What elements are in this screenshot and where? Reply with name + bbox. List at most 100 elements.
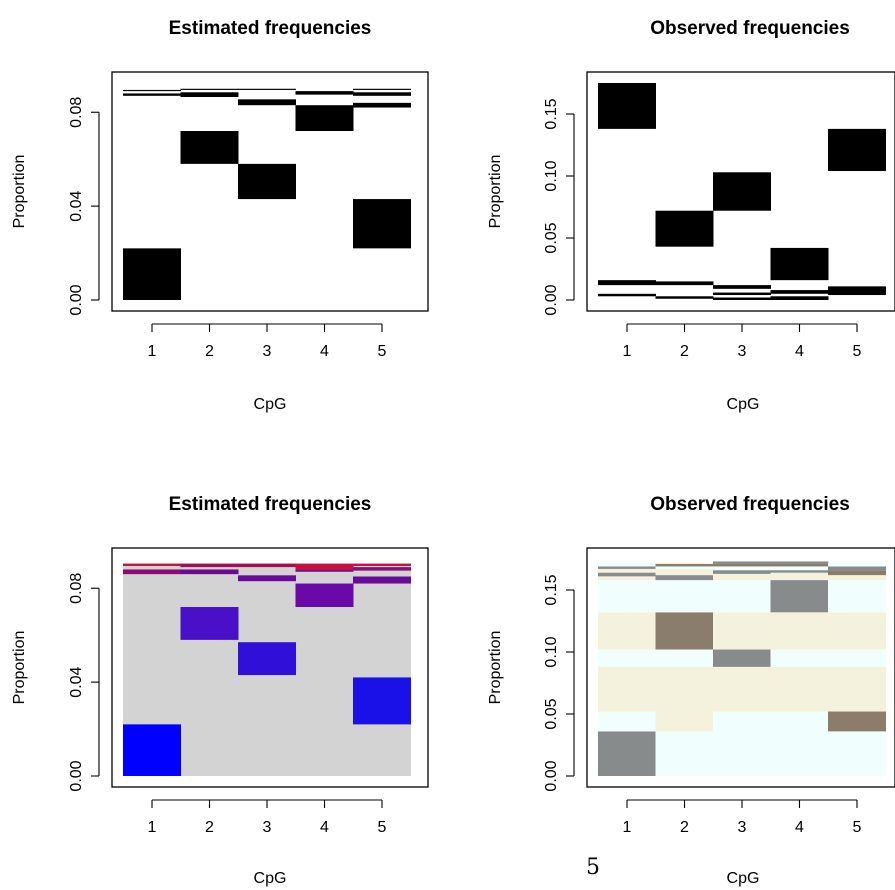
- x-tick-label: 4: [795, 343, 804, 360]
- bar-segment-cpg2-3: [655, 649, 714, 667]
- x-tick-label: 1: [623, 343, 632, 360]
- bar-segment-cpg1-2: [123, 93, 181, 96]
- chart-panel-3: 1 2 3 4 5 0.00 0.04 0.08 Estimated frequencies Cp…: [11, 494, 429, 887]
- bar-segment-cpg5-2: [353, 102, 411, 108]
- bar-segment-cpg3-3: [713, 649, 771, 667]
- bar-segment-cpg2-3: [655, 210, 714, 247]
- x-tick-label: 2: [680, 343, 689, 360]
- bar-segment-cpg2-2: [180, 92, 239, 97]
- bar-segment-cpg2-3: [180, 88, 239, 90]
- bar-segment-cpg5-10: [828, 562, 886, 567]
- plot-frame: [111, 71, 429, 312]
- bar-segment-cpg1-5: [598, 612, 656, 650]
- bar-segment-cpg1-2: [598, 280, 656, 286]
- chart-panel-1: 1 2 3 4 5 0.00 0.04 0.08 Estimated frequencies Cp…: [11, 18, 429, 413]
- bar-segment-cpg1-9: [598, 568, 656, 573]
- x-tick-label: 5: [378, 819, 387, 836]
- bar-segment-cpg3-3: [238, 88, 296, 90]
- bar-segment-cpg4-10: [770, 561, 829, 564]
- bar-segment-cpg4-6: [770, 572, 829, 581]
- bar-segment-cpg3-10: [713, 561, 771, 564]
- y-tick-label: 0.00: [68, 284, 85, 315]
- bar-segment-cpg4-2: [770, 666, 829, 712]
- bar-segment-cpg4-3: [770, 247, 829, 281]
- bar-segment-cpg2-1: [655, 296, 714, 299]
- bar-segment-cpg4-2: [295, 91, 354, 95]
- bar-segment-cpg4-1: [295, 105, 354, 132]
- bar-segment-cpg3-6: [713, 573, 771, 581]
- bar-segment-cpg5-1: [353, 677, 411, 725]
- bar-segment-cpg3-4: [713, 172, 771, 211]
- chart-panel-4: 1 2 3 4 5 0.00 0.05 0.10 0.15 Observed frequencie…: [487, 494, 895, 887]
- y-axis: 0.00 0.05 0.10 0.15: [543, 98, 575, 316]
- y-tick-label: 0.04: [68, 666, 85, 697]
- y-tick-label: 0.00: [543, 760, 560, 791]
- page-number: 5: [586, 855, 600, 880]
- bar-segment-cpg2-2: [655, 666, 714, 732]
- y-tick-label: 0.04: [68, 190, 85, 221]
- bar-segment-cpg3-1: [238, 163, 296, 200]
- x-tick-label: 2: [680, 819, 689, 836]
- bar-segment-cpg5-3: [353, 567, 411, 571]
- y-axis: 0.00 0.05 0.10 0.15: [543, 574, 575, 792]
- bar-segment-cpg4-1: [295, 583, 354, 608]
- bar-segment-cpg3-2: [713, 666, 771, 712]
- y-tick-label: 0.08: [68, 97, 85, 128]
- x-axis-label: CpG: [254, 870, 287, 887]
- bar-segment-cpg1-3: [123, 563, 181, 566]
- bar-segment-cpg3-1: [713, 711, 771, 776]
- bar-segment-cpg4-2: [770, 290, 829, 294]
- bar-segment-cpg3-3: [238, 563, 296, 568]
- y-tick-label: 0.15: [543, 574, 560, 605]
- bar-segment-cpg2-4: [655, 612, 714, 650]
- bar-segment-cpg1-3: [598, 83, 656, 129]
- chart-title: Estimated frequencies: [169, 18, 372, 39]
- x-axis: 1 2 3 4 5: [623, 799, 862, 836]
- bar-segment-cpg1-8: [598, 572, 656, 577]
- x-tick-label: 3: [263, 343, 272, 360]
- y-tick-label: 0.08: [68, 573, 85, 604]
- x-tick-label: 3: [738, 819, 747, 836]
- bar-segment-cpg5-2: [828, 128, 886, 172]
- bar-segment-cpg3-1: [238, 642, 296, 676]
- x-axis-label: CpG: [727, 870, 760, 887]
- y-tick-label: 0.15: [543, 98, 560, 129]
- x-tick-label: 1: [148, 819, 157, 836]
- bar-segment-cpg1-6: [598, 580, 656, 613]
- bar-segment-cpg4-4: [770, 612, 829, 650]
- bar-segment-cpg5-5: [828, 612, 886, 650]
- x-tick-label: 4: [320, 343, 329, 360]
- chart-panel-2: 1 2 3 4 5 0.00 0.05 0.10 0.15 Observed frequencie…: [487, 18, 895, 413]
- bar-segment-cpg1-2: [598, 711, 656, 732]
- bar-segment-cpg4-2: [295, 569, 354, 572]
- plot-frame: [586, 71, 895, 312]
- bar-segment-cpg5-4: [353, 88, 411, 90]
- bar-segment-cpg1-2: [123, 569, 181, 575]
- bar-segment-cpg1-7: [598, 576, 656, 581]
- bar-segment-cpg5-8: [828, 570, 886, 576]
- bar-segment-cpg3-3: [713, 285, 771, 289]
- bar-segment-cpg4-5: [770, 580, 829, 613]
- bar-segment-cpg1-1: [123, 248, 181, 300]
- bar-segment-cpg1-3: [123, 89, 181, 92]
- bar-segment-cpg2-2: [180, 569, 239, 575]
- bar-segment-cpg3-9: [713, 563, 771, 567]
- bar-segment-cpg3-7: [713, 570, 771, 574]
- bar-segment-cpg4-3: [770, 649, 829, 667]
- plot-frame: [111, 547, 429, 788]
- bar-segment-cpg5-1: [353, 199, 411, 249]
- bar-segment-cpg1-1: [598, 731, 656, 776]
- bar-segment-cpg2-10: [655, 562, 714, 564]
- bar-segment-cpg1-1: [123, 724, 181, 776]
- x-tick-label: 2: [205, 819, 214, 836]
- bar-segment-cpg2-5: [655, 580, 714, 613]
- bar-segment-cpg4-3: [295, 563, 354, 570]
- x-tick-label: 5: [853, 343, 862, 360]
- plot-frame: [586, 547, 895, 788]
- x-tick-label: 1: [148, 343, 157, 360]
- bar-segment-cpg5-1: [828, 286, 886, 296]
- x-tick-label: 5: [853, 819, 862, 836]
- bar-segment-cpg1-3: [598, 666, 656, 712]
- bar-segment-cpg5-4: [353, 563, 411, 566]
